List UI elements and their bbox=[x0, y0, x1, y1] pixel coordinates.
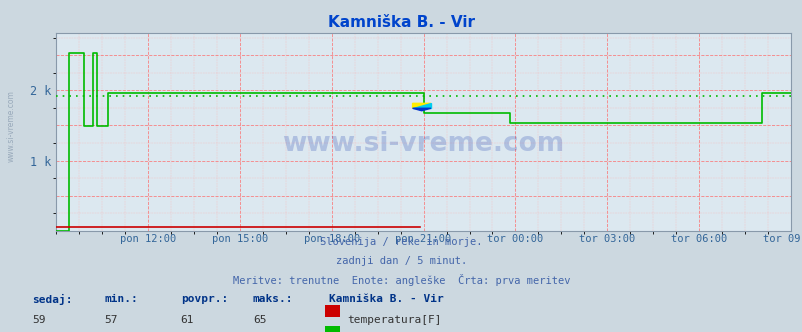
Text: Slovenija / reke in morje.: Slovenija / reke in morje. bbox=[320, 237, 482, 247]
Polygon shape bbox=[412, 103, 431, 108]
Text: 65: 65 bbox=[253, 315, 266, 325]
Text: maks.:: maks.: bbox=[253, 294, 293, 304]
Text: povpr.:: povpr.: bbox=[180, 294, 228, 304]
Text: Kamniška B. - Vir: Kamniška B. - Vir bbox=[327, 15, 475, 30]
Text: 61: 61 bbox=[180, 315, 194, 325]
Text: temperatura[F]: temperatura[F] bbox=[346, 315, 441, 325]
Text: zadnji dan / 5 minut.: zadnji dan / 5 minut. bbox=[335, 256, 467, 266]
Text: min.:: min.: bbox=[104, 294, 138, 304]
Polygon shape bbox=[412, 108, 431, 111]
Text: Meritve: trenutne  Enote: angleške  Črta: prva meritev: Meritve: trenutne Enote: angleške Črta: … bbox=[233, 274, 569, 286]
Polygon shape bbox=[412, 103, 431, 108]
Text: www.si-vreme.com: www.si-vreme.com bbox=[6, 90, 15, 162]
Text: 59: 59 bbox=[32, 315, 46, 325]
Text: 57: 57 bbox=[104, 315, 118, 325]
Text: www.si-vreme.com: www.si-vreme.com bbox=[282, 131, 564, 157]
Text: Kamniška B. - Vir: Kamniška B. - Vir bbox=[329, 294, 444, 304]
Text: sedaj:: sedaj: bbox=[32, 294, 72, 305]
